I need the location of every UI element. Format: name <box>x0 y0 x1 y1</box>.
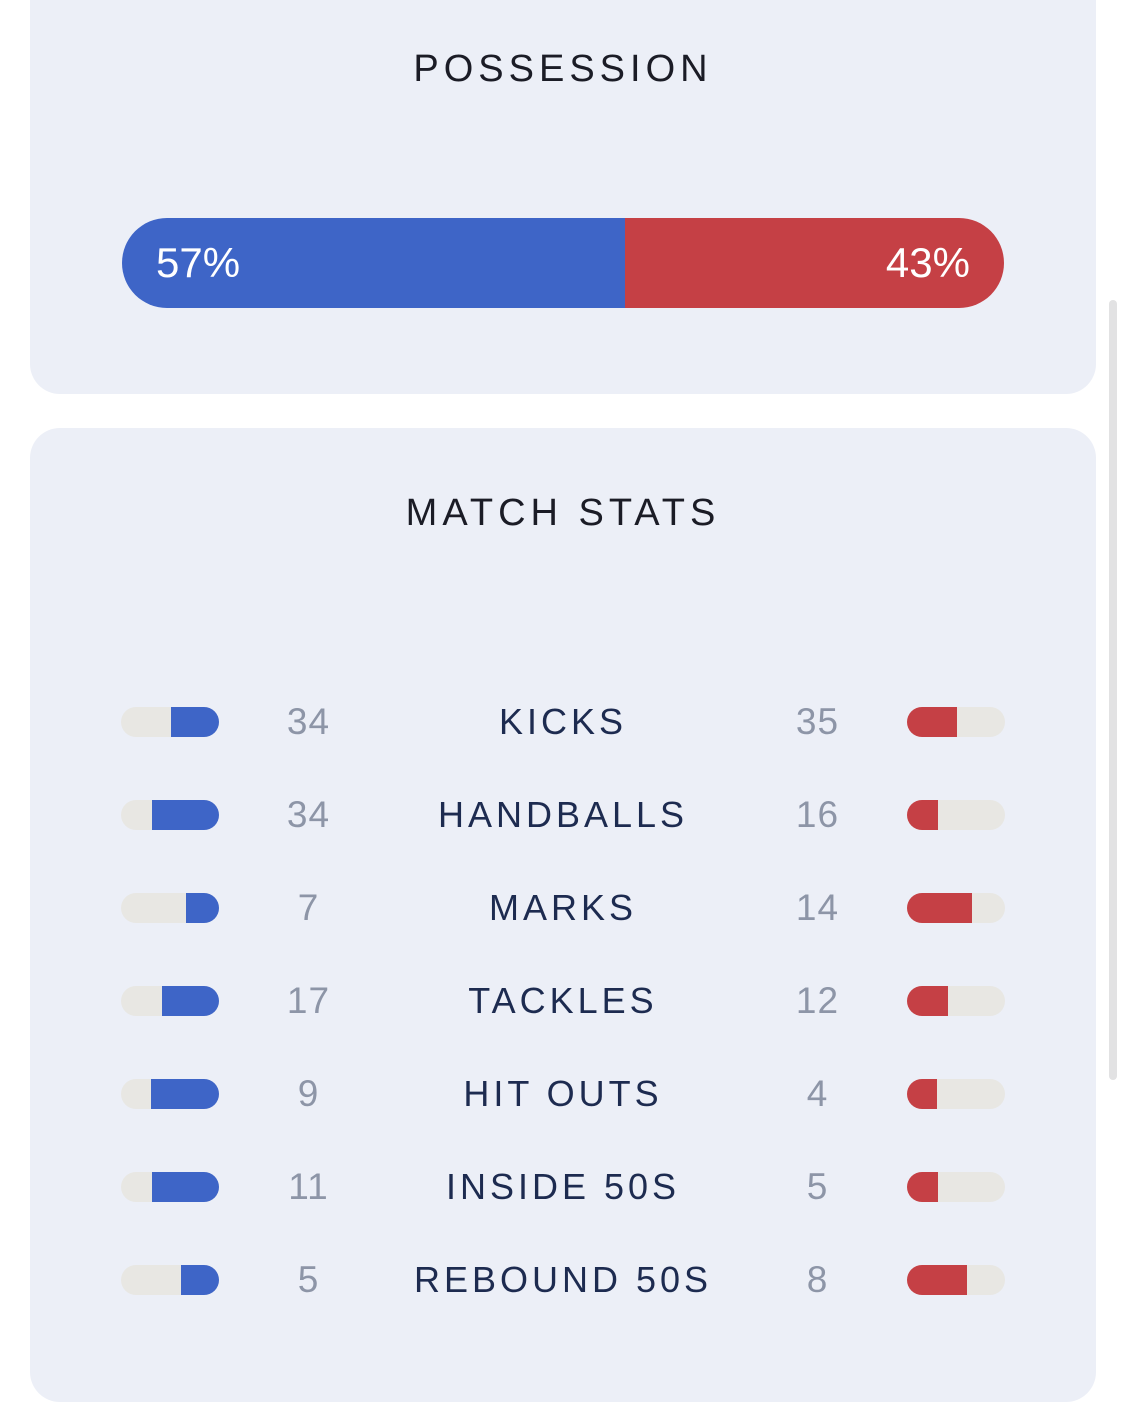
possession-home-percent: 57% <box>156 239 241 286</box>
stat-label: HANDBALLS <box>437 794 689 835</box>
home-stat-fill <box>151 1172 219 1202</box>
away-stat-fill <box>907 1079 938 1109</box>
match-stats-title: MATCH STATS <box>405 492 721 534</box>
home-stat-value: 34 <box>286 701 331 742</box>
away-stat-value: 8 <box>806 1259 829 1300</box>
stat-row: 17 TACKLES 12 <box>121 980 1005 1021</box>
home-stat-fill <box>161 986 219 1016</box>
home-stat-pill <box>121 707 219 737</box>
away-stat-fill <box>907 1265 968 1295</box>
home-stat-pill <box>121 1172 219 1202</box>
possession-home-segment: 57% <box>122 218 625 308</box>
home-stat-pill <box>121 1079 219 1109</box>
home-stat-value: 34 <box>286 794 331 835</box>
away-stat-pill <box>907 986 1005 1016</box>
stat-label: REBOUND 50S <box>413 1259 713 1300</box>
home-stat-pill <box>121 1265 219 1295</box>
scrollbar-thumb[interactable] <box>1109 300 1117 1080</box>
stat-label: TACKLES <box>468 980 658 1021</box>
away-stat-value: 14 <box>795 887 840 928</box>
away-stat-fill <box>907 893 973 923</box>
away-stat-value: 16 <box>795 794 840 835</box>
away-stat-value: 35 <box>795 701 840 742</box>
home-stat-value: 7 <box>297 887 320 928</box>
home-stat-pill <box>121 800 219 830</box>
away-stat-pill <box>907 1079 1005 1109</box>
home-stat-value: 9 <box>297 1073 320 1114</box>
away-stat-pill <box>907 800 1005 830</box>
away-stat-pill <box>907 1172 1005 1202</box>
away-stat-value: 4 <box>806 1073 829 1114</box>
stat-row: 9 HIT OUTS 4 <box>121 1073 1005 1114</box>
away-stat-pill <box>907 893 1005 923</box>
away-stat-pill <box>907 1265 1005 1295</box>
home-stat-pill <box>121 986 219 1016</box>
home-stat-value: 17 <box>286 980 331 1021</box>
away-stat-fill <box>907 800 939 830</box>
stat-label: MARKS <box>488 887 638 928</box>
home-stat-fill <box>152 800 219 830</box>
stat-label: KICKS <box>498 701 628 742</box>
away-stat-pill <box>907 707 1005 737</box>
away-stat-value: 5 <box>806 1166 829 1207</box>
home-stat-pill <box>121 893 219 923</box>
home-stat-fill <box>170 707 219 737</box>
possession-away-segment: 43% <box>624 218 1004 308</box>
away-stat-fill <box>907 707 957 737</box>
away-stat-fill <box>907 986 948 1016</box>
away-stat-value: 12 <box>795 980 840 1021</box>
stat-label: HIT OUTS <box>463 1073 663 1114</box>
possession-title: POSSESSION <box>413 48 713 90</box>
stat-row: 34 HANDBALLS 16 <box>121 794 1005 835</box>
home-stat-fill <box>181 1265 219 1295</box>
possession-away-percent: 43% <box>885 239 970 286</box>
stat-row: 34 KICKS 35 <box>121 701 1005 742</box>
match-stats-card: MATCH STATS 34 KICKS 35 34 HANDBALLS 16 … <box>30 428 1096 1402</box>
home-stat-value: 11 <box>288 1166 329 1207</box>
stat-row: 7 MARKS 14 <box>121 887 1005 928</box>
stat-label: INSIDE 50S <box>445 1166 681 1207</box>
away-stat-fill <box>907 1172 938 1202</box>
home-stat-fill <box>186 893 219 923</box>
possession-bar: 57% 43% <box>122 218 1004 308</box>
stat-rows: 34 KICKS 35 34 HANDBALLS 16 7 MARKS 14 1… <box>30 701 1096 1352</box>
stat-row: 11 INSIDE 50S 5 <box>121 1166 1005 1207</box>
stat-row: 5 REBOUND 50S 8 <box>121 1259 1005 1300</box>
home-stat-value: 5 <box>297 1259 320 1300</box>
home-stat-fill <box>151 1079 219 1109</box>
possession-card: POSSESSION 57% 43% <box>30 0 1096 394</box>
